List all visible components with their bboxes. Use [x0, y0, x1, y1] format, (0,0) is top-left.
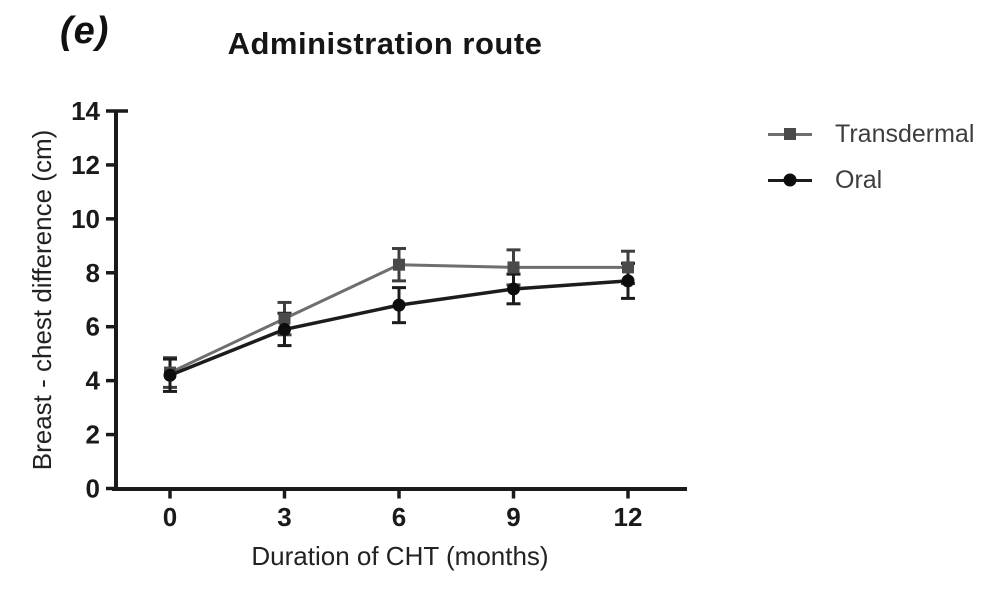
data-point-circle-oral [507, 282, 520, 296]
data-point-circle-oral [392, 298, 406, 312]
x-tick-label: 0 [163, 502, 177, 532]
transdermal-line-square-icon [768, 119, 812, 149]
data-point-square-transdermal [393, 258, 405, 271]
data-point-square-transdermal [507, 261, 520, 274]
y-tick-label: 2 [86, 420, 100, 450]
data-point-circle-oral [163, 368, 177, 382]
y-tick-label: 0 [86, 474, 100, 504]
data-point-circle-oral [621, 274, 635, 288]
x-axis-title: Duration of CHT (months) [251, 541, 549, 571]
legend-label-transdermal: Transdermal [835, 119, 975, 148]
legend-item-transdermal: Transdermal [768, 119, 974, 149]
y-tick-label: 6 [86, 312, 100, 342]
legend: Transdermal Oral [768, 119, 974, 195]
x-tick-label: 3 [277, 502, 291, 532]
legend-item-oral: Oral [768, 165, 974, 195]
x-tick-label: 12 [614, 502, 643, 532]
oral-line-circle-icon [768, 165, 812, 195]
panel-label: (e) [60, 10, 110, 52]
data-point-square-transdermal [622, 261, 634, 274]
data-point-circle-oral [278, 322, 291, 336]
y-tick-label: 14 [71, 96, 100, 126]
chart-title: Administration route [227, 26, 543, 61]
legend-label-oral: Oral [835, 165, 883, 194]
y-tick-label: 4 [86, 366, 101, 396]
x-tick-label: 6 [392, 502, 406, 532]
y-tick-label: 8 [86, 258, 100, 288]
data-point-square-transdermal [278, 312, 291, 325]
x-tick-label: 9 [506, 502, 520, 532]
y-tick-label: 10 [71, 204, 100, 234]
y-tick-label: 12 [71, 150, 100, 180]
